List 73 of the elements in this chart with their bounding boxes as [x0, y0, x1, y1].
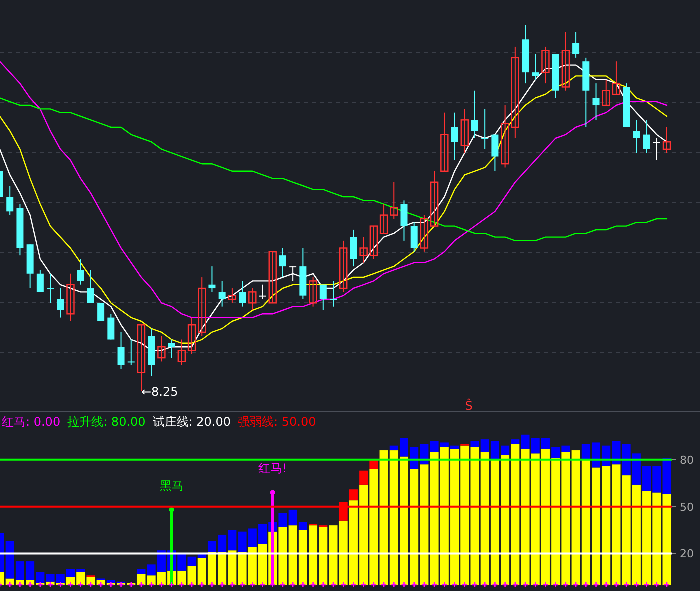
candlestick	[633, 120, 640, 154]
candlestick	[118, 332, 125, 370]
candlestick	[259, 284, 266, 300]
bar	[137, 569, 146, 574]
candlestick	[208, 266, 216, 293]
candlestick	[77, 258, 84, 286]
candlestick	[228, 288, 237, 304]
candlestick	[218, 280, 226, 308]
candlestick	[57, 288, 64, 318]
candlestick	[36, 270, 44, 293]
data-label: 黑马	[160, 478, 184, 493]
candlestick	[542, 46, 550, 84]
candlestick	[460, 108, 469, 154]
bar	[662, 458, 672, 494]
candlestick	[6, 186, 14, 216]
ref-line-label: 拉升线: 80.00	[68, 415, 146, 429]
text: 红马: 0.00	[2, 415, 61, 429]
candlestick	[248, 288, 257, 311]
candlestick	[290, 266, 297, 282]
candlestick	[320, 284, 327, 311]
ref-line-label: 强弱线: 50.00	[238, 415, 316, 429]
candlestick	[330, 280, 337, 308]
candlestick	[511, 46, 520, 139]
candlestick	[168, 339, 176, 359]
candlestick	[471, 90, 478, 139]
y-tick-label: 50	[680, 500, 694, 514]
candlestick	[440, 112, 449, 172]
candlestick	[198, 277, 206, 337]
candlestick	[410, 222, 418, 252]
ref-line-label: 试庄线: 20.00	[152, 415, 232, 429]
text: Ŝ	[465, 398, 473, 413]
candlestick	[158, 336, 166, 362]
bar	[349, 490, 358, 501]
candlestick	[532, 54, 540, 80]
candlestick	[47, 273, 54, 304]
candlestick	[66, 273, 75, 322]
candlestick	[482, 108, 489, 150]
candlestick	[279, 248, 286, 278]
bar	[662, 494, 672, 585]
candlestick	[309, 277, 318, 308]
candlestick	[128, 339, 135, 366]
candlestick	[572, 32, 580, 58]
data-label: 红马!	[258, 462, 288, 476]
candlestick	[643, 120, 650, 154]
candlestick	[108, 314, 115, 340]
candlestick	[178, 339, 186, 366]
candlestick	[430, 170, 439, 227]
candlestick	[451, 112, 458, 161]
candlestick	[592, 83, 600, 121]
bar	[511, 440, 520, 444]
bar	[339, 502, 348, 521]
candlestick	[562, 32, 570, 92]
y-tick-label: 20	[680, 548, 694, 561]
candlestick	[612, 61, 621, 96]
candlestick	[360, 236, 368, 264]
y-tick-label: 80	[680, 454, 694, 467]
candlestick	[340, 240, 348, 293]
bar	[360, 470, 368, 485]
candlestick	[492, 134, 499, 172]
candlestick	[400, 200, 408, 242]
candlestick	[501, 105, 510, 168]
candlestick	[350, 229, 358, 268]
candlestick	[420, 214, 429, 252]
candlestick	[239, 280, 246, 308]
candlestick	[602, 79, 610, 106]
candlestick	[380, 204, 388, 234]
candlestick	[188, 317, 196, 355]
bar	[470, 441, 480, 448]
candlestick	[390, 182, 398, 220]
candlestick	[653, 138, 660, 161]
candlestick	[87, 270, 94, 304]
candlestick	[662, 126, 672, 154]
annotation: ←8.25	[141, 385, 178, 399]
